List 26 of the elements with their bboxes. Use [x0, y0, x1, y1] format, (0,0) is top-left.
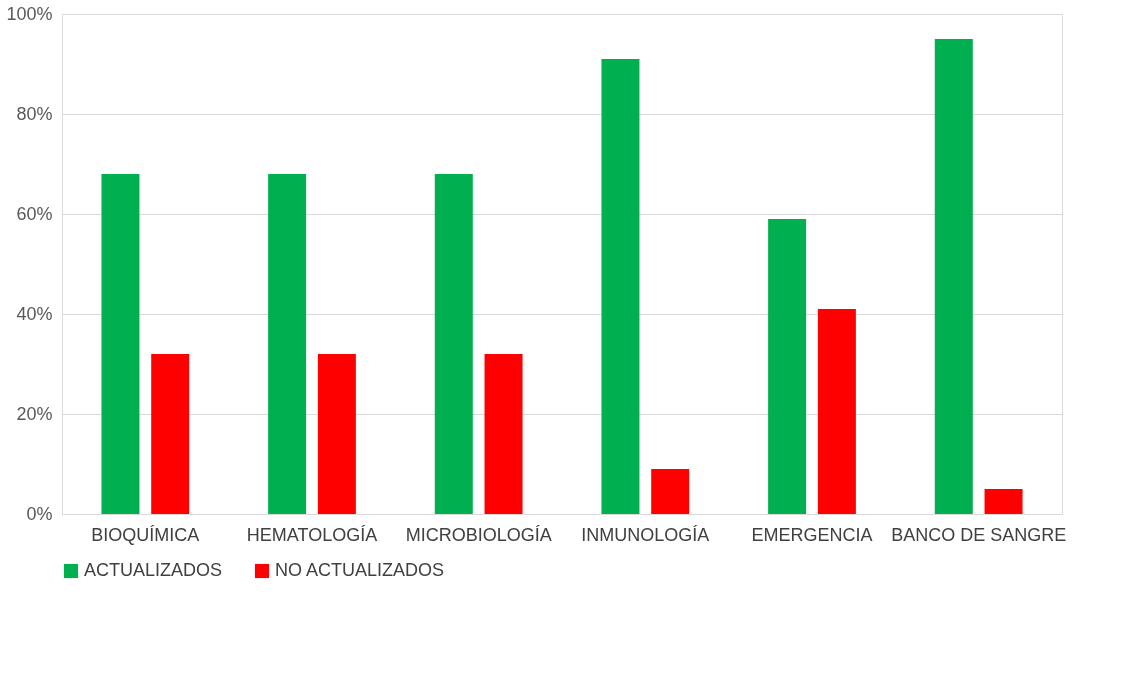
bar — [268, 174, 307, 514]
x-tick-label: HEMATOLOGÍA — [246, 524, 378, 545]
y-tick-label: 60% — [16, 203, 53, 224]
bar — [317, 354, 356, 514]
x-tick-label: EMERGENCIA — [751, 524, 873, 545]
x-tick-label: MICROBIOLOGÍA — [405, 524, 552, 545]
x-tick-label: BANCO DE SANGRE — [891, 524, 1067, 545]
y-tick-label: 0% — [26, 503, 53, 524]
x-tick-label: INMUNOLOGÍA — [581, 524, 710, 545]
legend-label: NO ACTUALIZADOS — [275, 560, 445, 580]
bar — [484, 354, 523, 514]
x-tick-label: BIOQUÍMICA — [91, 524, 200, 545]
y-tick-label: 100% — [6, 3, 53, 24]
legend-label: ACTUALIZADOS — [84, 560, 223, 580]
bar — [934, 39, 973, 514]
bar — [817, 309, 856, 514]
y-tick-label: 40% — [16, 303, 53, 324]
bar — [101, 174, 140, 514]
bar — [768, 219, 807, 514]
bar — [601, 59, 640, 514]
bar — [651, 469, 690, 514]
y-tick-label: 20% — [16, 403, 53, 424]
y-tick-label: 80% — [16, 103, 53, 124]
bar — [434, 174, 473, 514]
bar — [984, 489, 1023, 514]
bar — [151, 354, 190, 514]
